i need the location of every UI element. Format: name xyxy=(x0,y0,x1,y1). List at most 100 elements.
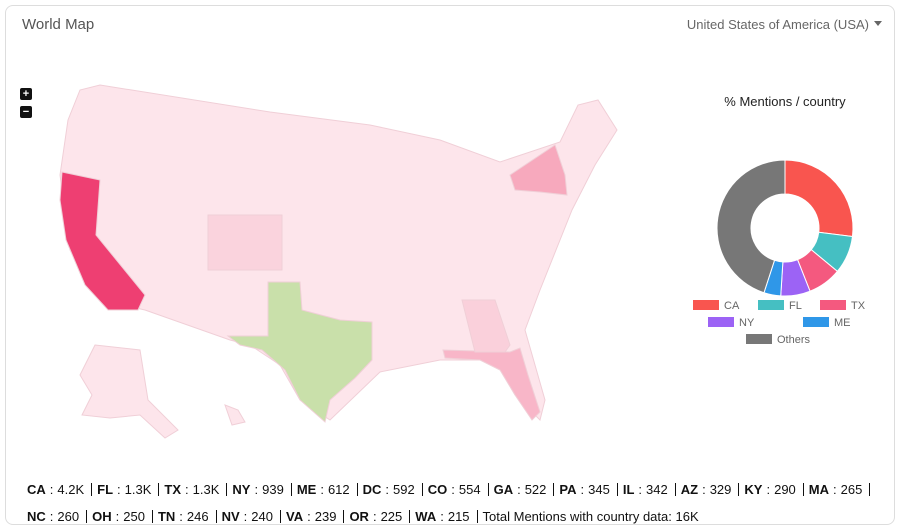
stat-item: AZ:329 xyxy=(676,483,740,496)
stat-sep: : xyxy=(440,509,444,524)
chart-title: % Mentions / country xyxy=(724,94,846,109)
stat-count: 290 xyxy=(774,482,796,497)
alaska-shape xyxy=(79,344,179,439)
stats-line: CA:4.2K FL:1.3K TX:1.3K NY:939 ME:612 DC:592 C… xyxy=(22,476,882,530)
stat-item: OH:250 xyxy=(87,510,153,523)
stat-state: KY xyxy=(744,482,763,497)
stat-sep: : xyxy=(185,482,189,497)
state-region xyxy=(509,144,568,196)
state-region xyxy=(207,214,283,271)
stat-sep: : xyxy=(49,482,54,497)
stat-sep: : xyxy=(372,509,377,524)
stat-sep: : xyxy=(49,509,54,524)
stat-sep: : xyxy=(320,482,324,497)
stat-count: 215 xyxy=(447,509,470,524)
stat-count: 239 xyxy=(314,509,337,524)
stat-count: 1.3K xyxy=(192,482,220,497)
legend-swatch xyxy=(803,317,829,327)
state-region xyxy=(442,347,541,421)
stat-count: 225 xyxy=(380,509,403,524)
stat-sep: : xyxy=(117,482,121,497)
zoom-out[interactable]: − xyxy=(20,106,32,118)
stat-item: CO:554 xyxy=(423,483,489,496)
stat-item: WA:215 xyxy=(410,509,478,524)
stat-count: 612 xyxy=(327,482,350,497)
stat-count: 554 xyxy=(458,482,481,497)
stat-count: 345 xyxy=(588,482,610,497)
total-count: 16K xyxy=(675,509,699,524)
stat-state: NC xyxy=(27,509,46,524)
legend-label: NY xyxy=(739,317,755,329)
state-region xyxy=(461,299,511,353)
donut-slice xyxy=(784,159,854,238)
stat-state: CA xyxy=(27,482,46,497)
legend-label: TX xyxy=(851,300,866,312)
country-select[interactable]: United States of America (USA) xyxy=(687,17,882,32)
stat-state: NV xyxy=(221,509,240,524)
legend-swatch xyxy=(708,317,734,327)
stat-state: TX xyxy=(164,482,182,497)
stat-state: NY xyxy=(232,482,251,497)
stat-sep: : xyxy=(307,509,311,524)
stat-state: VA xyxy=(286,509,304,524)
stat-sep: : xyxy=(638,482,643,497)
legend-label: Others xyxy=(777,334,811,346)
stat-sep: : xyxy=(702,482,706,497)
stat-item: TN:246 xyxy=(153,510,217,523)
legend-label: FL xyxy=(789,300,802,312)
stat-count: 265 xyxy=(840,482,863,497)
hawaii-shape xyxy=(224,404,246,426)
stat-sep: : xyxy=(451,482,455,497)
stat-count: 329 xyxy=(709,482,732,497)
stat-count: 939 xyxy=(262,482,284,497)
stat-state: PA xyxy=(559,482,577,497)
legend-label: CA xyxy=(724,300,740,312)
stat-state: CO xyxy=(427,482,448,497)
stat-count: 522 xyxy=(524,482,547,497)
stat-count: 260 xyxy=(57,509,80,524)
stat-item: PA:345 xyxy=(554,482,618,497)
stat-item: KY:290 xyxy=(739,482,804,497)
stat-item: CA:4.2K xyxy=(22,482,93,497)
stat-item: IL:342 xyxy=(618,483,676,496)
stat-state: OR xyxy=(349,509,369,524)
legend-swatch xyxy=(746,334,772,344)
stat-sep: : xyxy=(254,482,259,497)
stat-count: 4.2K xyxy=(57,482,85,497)
stat-count: 342 xyxy=(646,482,668,497)
stat-state: MA xyxy=(808,482,830,497)
legend-swatch xyxy=(693,300,719,310)
stat-item: DC:592 xyxy=(358,483,423,496)
stat-item: GA:522 xyxy=(489,483,555,496)
stat-sep: : xyxy=(580,482,585,497)
stat-item: OR:225 xyxy=(344,509,411,524)
stat-sep: : xyxy=(833,482,837,497)
stat-item: NC:260 xyxy=(22,509,88,524)
stat-item: VA:239 xyxy=(281,509,345,524)
total-label: Total Mentions with country data: xyxy=(482,509,672,524)
stat-state: GA xyxy=(493,482,514,497)
map-card: World Map United States of America (USA)… xyxy=(5,5,895,525)
legend-swatch xyxy=(820,300,846,310)
stat-sep: : xyxy=(179,509,183,524)
stat-count: 1.3K xyxy=(124,482,152,497)
total-item: Total Mentions with country data: 16K xyxy=(478,510,699,530)
card-title: World Map xyxy=(22,16,95,33)
stat-count: 240 xyxy=(251,509,273,524)
stat-state: OH xyxy=(92,509,112,524)
stat-sep: : xyxy=(517,482,521,497)
stat-count: 246 xyxy=(186,509,209,524)
stat-count: 250 xyxy=(123,509,145,524)
donut-slice xyxy=(716,159,786,294)
map-chart: % Mentions / country CA FL TX NY ME Others xyxy=(59,84,866,439)
stat-state: AZ xyxy=(680,482,699,497)
state-region xyxy=(226,281,373,423)
stat-item: TX:1.3K xyxy=(159,482,228,497)
stat-state: IL xyxy=(622,482,635,497)
stat-item: ME:612 xyxy=(292,483,358,496)
stat-state: TN xyxy=(157,509,176,524)
stat-item: NV:240 xyxy=(217,510,281,523)
zoom-in[interactable]: + xyxy=(20,88,32,100)
stat-state: DC xyxy=(362,482,382,497)
stat-item: NY:939 xyxy=(227,482,292,497)
